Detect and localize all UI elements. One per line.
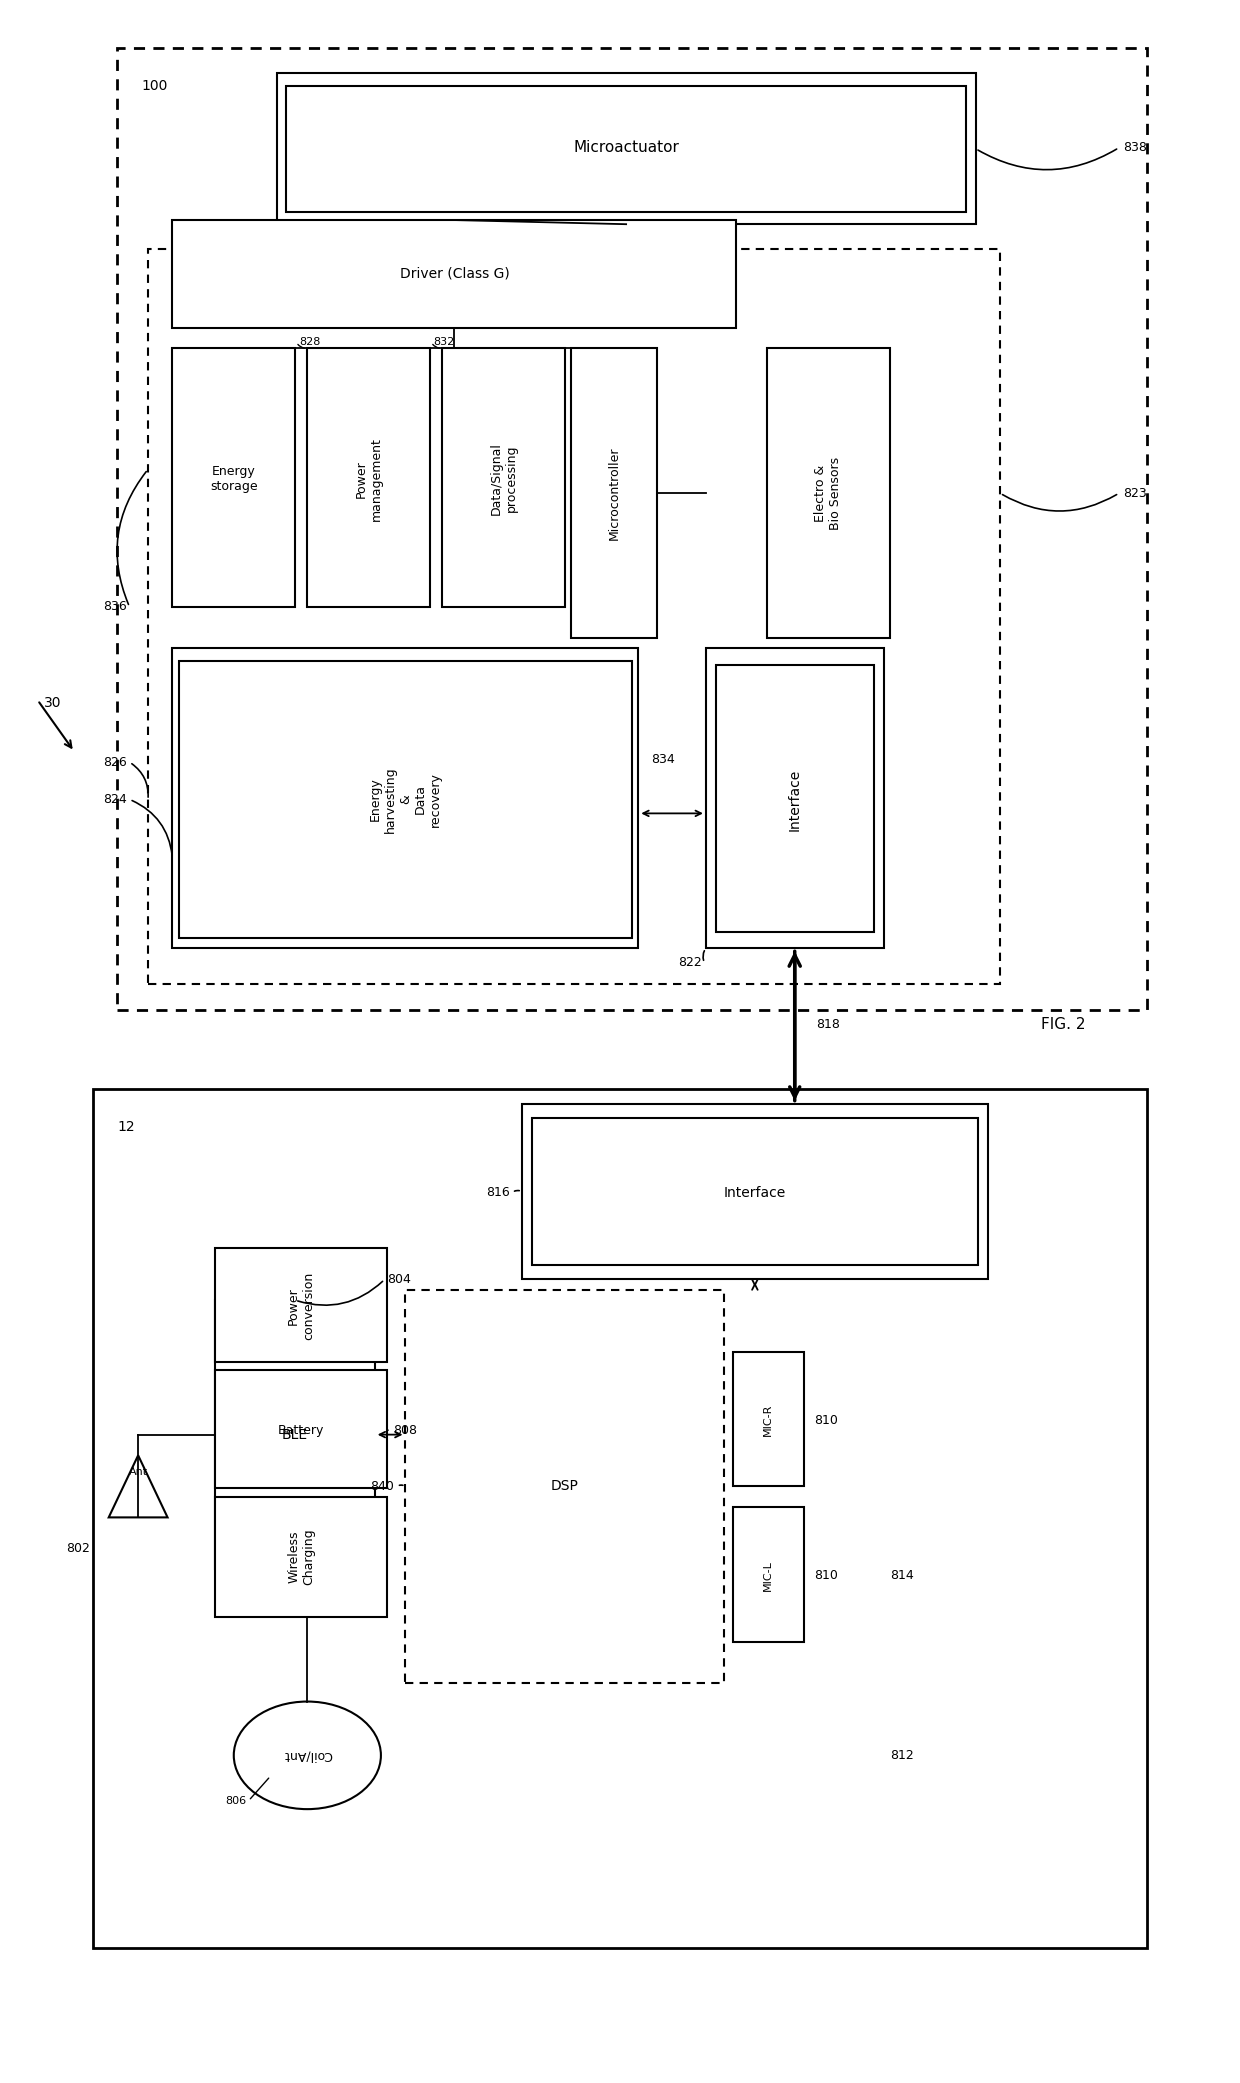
Text: Driver (Class G): Driver (Class G)	[399, 267, 510, 281]
Text: 824: 824	[103, 794, 128, 806]
Text: 818: 818	[816, 1019, 839, 1031]
Bar	[277, 73, 976, 225]
Text: Power
management: Power management	[355, 437, 383, 521]
Text: BLE: BLE	[281, 1427, 309, 1441]
Text: 808: 808	[393, 1425, 417, 1437]
Text: 816: 816	[486, 1185, 510, 1200]
Text: 804: 804	[387, 1273, 410, 1285]
Ellipse shape	[234, 1702, 381, 1810]
Text: Energy
storage: Energy storage	[210, 465, 258, 494]
Bar	[179, 660, 632, 937]
Text: 834: 834	[651, 754, 675, 767]
Text: 810: 810	[813, 1568, 837, 1581]
Text: 822: 822	[678, 956, 702, 969]
Text: Wireless
Charging: Wireless Charging	[288, 1529, 315, 1585]
Text: Microactuator: Microactuator	[573, 140, 680, 154]
Text: 832: 832	[434, 337, 455, 348]
Text: Interface: Interface	[724, 1185, 786, 1200]
Bar	[172, 348, 295, 606]
Bar	[216, 1498, 387, 1616]
Polygon shape	[109, 1456, 167, 1516]
Text: Data/Signal
processing: Data/Signal processing	[490, 442, 517, 515]
Bar	[715, 664, 874, 931]
Text: 823: 823	[1122, 487, 1147, 500]
Text: 802: 802	[67, 1541, 91, 1554]
Text: Microcontroller: Microcontroller	[608, 446, 620, 539]
Bar	[308, 348, 430, 606]
Bar	[216, 1371, 387, 1489]
Text: 838: 838	[1122, 142, 1147, 154]
Text: FIG. 2: FIG. 2	[1042, 1017, 1086, 1033]
Bar	[733, 1506, 804, 1641]
Text: Coil/Ant: Coil/Ant	[283, 1750, 332, 1762]
Text: Power
conversion: Power conversion	[288, 1273, 315, 1341]
Text: Battery: Battery	[278, 1425, 325, 1437]
Bar	[532, 1119, 978, 1264]
Bar	[93, 1089, 1147, 1948]
Text: MIC-L: MIC-L	[764, 1560, 774, 1591]
Text: 826: 826	[103, 756, 128, 769]
Text: 810: 810	[813, 1414, 837, 1427]
Bar	[172, 221, 737, 327]
Bar	[570, 348, 657, 637]
Text: 806: 806	[224, 1796, 246, 1806]
Text: Energy
harvesting
&
Data
recovery: Energy harvesting & Data recovery	[370, 767, 441, 833]
Bar	[118, 48, 1147, 1010]
Text: 828: 828	[299, 337, 320, 348]
Bar	[768, 348, 890, 637]
Text: 12: 12	[118, 1121, 135, 1133]
Text: 100: 100	[141, 79, 169, 94]
Bar	[522, 1104, 988, 1279]
Text: 814: 814	[890, 1568, 914, 1581]
Text: Ant: Ant	[129, 1466, 148, 1477]
Text: MIC-R: MIC-R	[764, 1404, 774, 1437]
Bar	[443, 348, 565, 606]
Bar	[216, 1300, 374, 1568]
Text: Interface: Interface	[787, 769, 802, 831]
Bar	[148, 250, 1001, 983]
Text: 840: 840	[371, 1479, 394, 1494]
Text: DSP: DSP	[551, 1479, 579, 1494]
Bar	[405, 1289, 724, 1683]
Text: Electro &
Bio Sensors: Electro & Bio Sensors	[815, 456, 842, 529]
Text: 30: 30	[43, 696, 61, 710]
Text: 812: 812	[890, 1750, 914, 1762]
Text: 836: 836	[103, 600, 128, 614]
Bar	[733, 1352, 804, 1487]
Bar	[706, 648, 884, 948]
Bar	[286, 85, 966, 212]
Bar	[216, 1248, 387, 1362]
Bar	[172, 648, 639, 948]
